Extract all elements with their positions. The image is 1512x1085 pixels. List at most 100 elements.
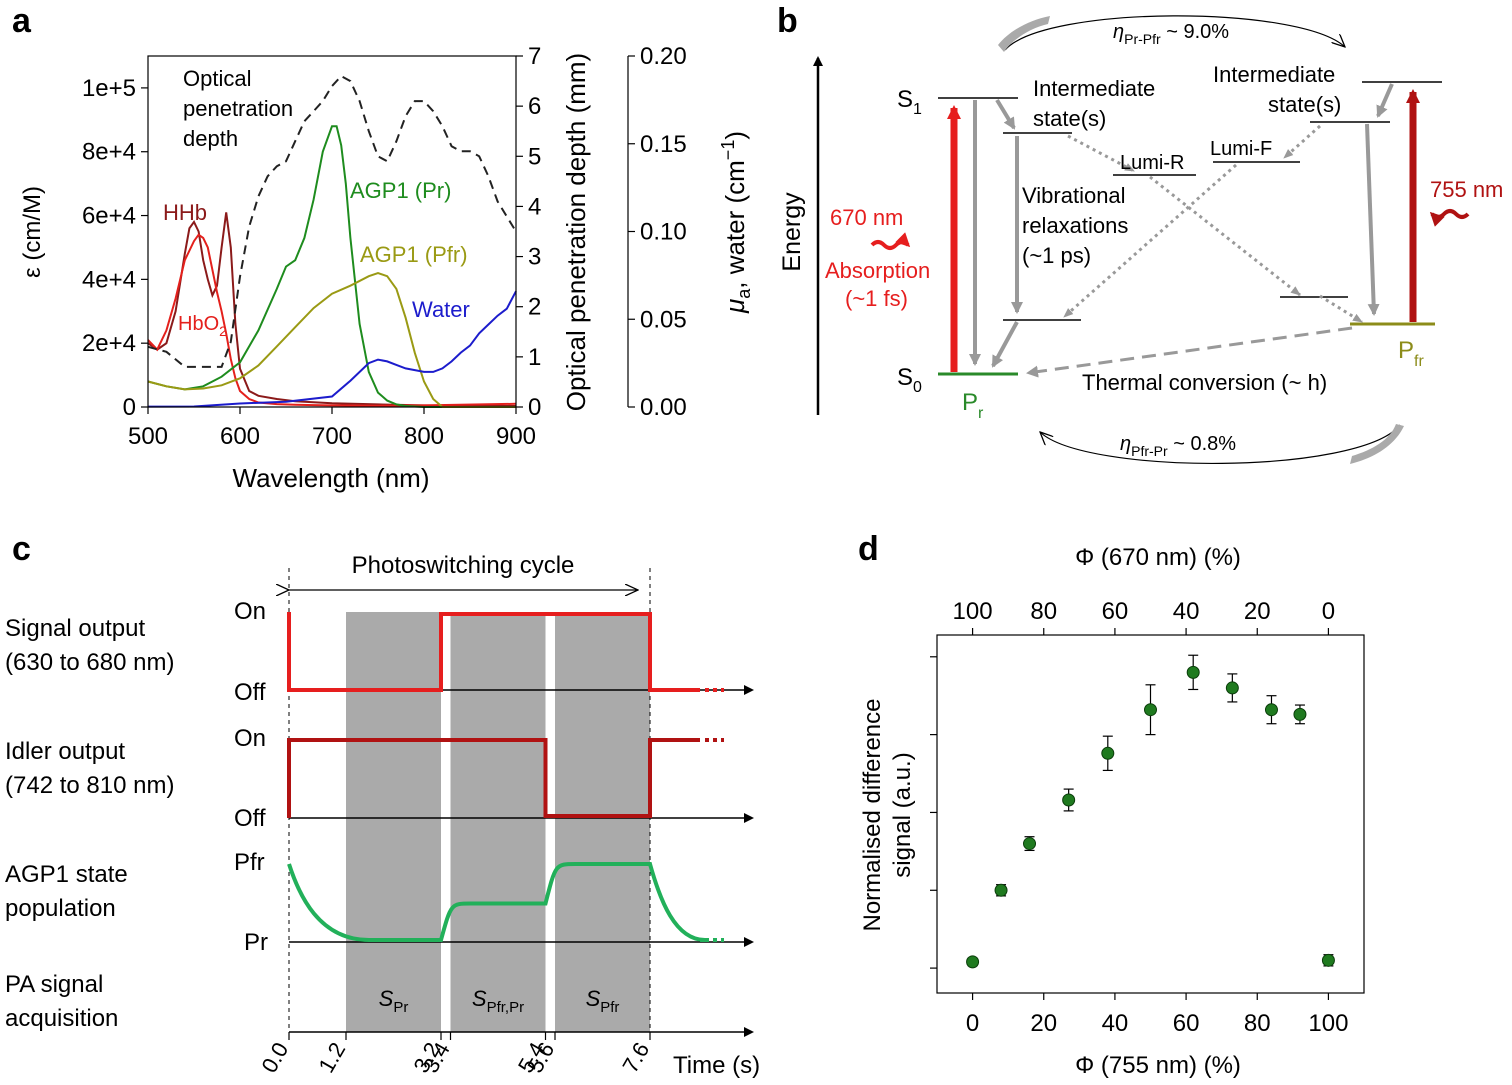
row-pa-2: acquisition [5, 1005, 118, 1032]
data-point-3 [1023, 837, 1037, 851]
y-left-tick-label: 0 [123, 394, 136, 421]
intermediate-left-1: Intermediate [1033, 76, 1155, 101]
y-left-tick-label: 6e+4 [82, 203, 136, 230]
y-left-tick-label: 2e+4 [82, 330, 136, 357]
y-right1-tick-label: 7 [528, 43, 541, 70]
panel-d-frame [936, 634, 1365, 994]
x-tick-label: 800 [404, 423, 444, 450]
state-pfr-label: Pfr [234, 849, 265, 876]
panel-a-y-right2-ticks: 0.00 0.05 0.10 0.15 0.20 [628, 43, 687, 421]
photon-670-icon [870, 232, 911, 250]
panel-a-y-left-ticks: 0 2e+4 4e+4 6e+4 8e+4 1e+5 [82, 75, 148, 421]
panel-d-xlabel-top: Φ (670 nm) (%) [1075, 544, 1241, 571]
y-right1-tick-label: 6 [528, 93, 541, 120]
data-point-10 [1293, 707, 1307, 721]
panel-label-c: c [12, 530, 31, 568]
panel-label-a: a [12, 2, 32, 40]
x-top-tick-label: 20 [1244, 598, 1271, 625]
row-pa-1: PA signal [5, 971, 103, 998]
idler-on-label: On [234, 725, 266, 752]
panel-d-points [966, 654, 1335, 969]
wl-755-label: 755 nm [1430, 177, 1503, 202]
data-point-6 [1144, 703, 1157, 717]
intermediate-right-1: Intermediate [1213, 62, 1335, 87]
row-idler-2: (742 to 810 nm) [5, 772, 174, 799]
x-tick-label: 500 [128, 423, 168, 450]
label-optical-1: Optical [183, 66, 251, 91]
state-pr-label: Pr [244, 929, 268, 956]
panel-a-xlabel: Wavelength (nm) [233, 463, 430, 493]
y-left-tick-label: 1e+5 [82, 75, 136, 102]
pr-label: Pr [962, 389, 984, 422]
panel-a-ylabel-right2: μa, water (cm−1) [718, 131, 754, 314]
x-tick-label: 600 [220, 423, 260, 450]
time-tick-label: 0.0 [256, 1038, 293, 1077]
row-idler-1: Idler output [5, 738, 125, 765]
time-ticks: 0.0 1.2 3.23.4 5.45.6 7.6 [256, 1032, 654, 1077]
time-tick-label: 7.6 [617, 1038, 654, 1077]
y-right2-tick-label: 0.20 [640, 43, 687, 70]
label-agp1-pr: AGP1 (Pr) [350, 178, 451, 203]
vib-label-1: Vibrational [1022, 183, 1126, 208]
x-top-tick-label: 60 [1102, 598, 1129, 625]
data-point-1 [966, 955, 980, 969]
dotted-to-lumi-r [1067, 134, 1135, 173]
series-line-optical-penetration-depth [147, 74, 517, 368]
absorption-label-2: (~1 fs) [845, 286, 908, 311]
data-point-5 [1101, 746, 1115, 760]
panel-d: d 0 20 40 60 80 100 100 80 60 40 20 0 Φ (670 nm) (%… [858, 530, 1365, 1079]
wl-670-label: 670 nm [830, 205, 903, 230]
dotted-lumi-r-down [1149, 175, 1301, 297]
time-label: Time (s) [673, 1052, 760, 1079]
y-right2-tick-label: 0.10 [640, 219, 687, 246]
y-left-tick-label: 4e+4 [82, 266, 136, 293]
data-point-2 [994, 883, 1008, 897]
acq-window-label-3: SPfr [586, 986, 620, 1016]
row-signal-2: (630 to 680 nm) [5, 649, 174, 676]
pfr-label: Pfr [1398, 337, 1424, 370]
panel-d-xlabel: Φ (755 nm) (%) [1075, 1052, 1241, 1079]
lumi-f-label: Lumi-F [1210, 138, 1272, 160]
series-line-water [147, 290, 517, 408]
label-water: Water [412, 297, 470, 322]
panel-a-y-right1-ticks: 0 1 2 3 4 5 6 7 [516, 43, 541, 421]
thermal-conversion-arrow [1026, 326, 1353, 378]
panel-a-ylabel-left: ε (cm/M) [19, 186, 46, 278]
label-optical-3: depth [183, 126, 238, 151]
y-right2-tick-label: 0.00 [640, 394, 687, 421]
x-tick-label: 900 [496, 423, 536, 450]
panel-d-ticks: 0 20 40 60 80 100 100 80 60 40 20 0 [930, 598, 1348, 1037]
time-tick-label: 1.2 [313, 1038, 350, 1077]
panel-label-d: d [858, 530, 879, 568]
data-point-8 [1225, 681, 1239, 695]
arrow-s1-to-intermediate [995, 98, 1016, 130]
y-right1-tick-label: 1 [528, 344, 541, 371]
x-top-tick-label: 40 [1173, 598, 1200, 625]
lumi-r-label: Lumi-R [1120, 152, 1184, 174]
eta-top-arc-fill [998, 16, 1050, 52]
y-right1-tick-label: 3 [528, 244, 541, 271]
eta-bottom-label: ηPfr-Pr ~ 0.8% [1120, 433, 1236, 459]
x-tick-label: 700 [312, 423, 352, 450]
y-right2-tick-label: 0.05 [640, 306, 687, 333]
signal-off-label: Off [234, 679, 266, 706]
label-agp1-pfr: AGP1 (Pfr) [360, 242, 468, 267]
idler-trace [287, 738, 700, 818]
arrow-intermediate-r-down [1365, 123, 1380, 316]
series-line-agp1-pr- [147, 125, 516, 408]
data-point-11 [1321, 953, 1335, 967]
panel-d-ylabel-1: Normalised difference [859, 698, 886, 931]
row-signal-1: Signal output [5, 615, 145, 642]
y-right1-tick-label: 5 [528, 143, 541, 170]
x-tick-label: 80 [1244, 1010, 1271, 1037]
panel-c: c SPr SPfr,Pr SPfr 0.0 1.2 3.23.4 5.45.6 7.6 P… [5, 530, 760, 1079]
s0-label: S0 [897, 364, 922, 396]
dotted-to-lumi-f [1283, 124, 1321, 160]
x-top-tick-label: 100 [953, 598, 993, 625]
acq-window-3 [555, 612, 650, 1032]
x-top-tick-label: 0 [1322, 598, 1335, 625]
data-point-7 [1186, 665, 1200, 679]
y-right1-tick-label: 4 [528, 193, 541, 220]
panel-b: b Energy S1 S0 Pr Pfr [777, 2, 1503, 465]
eta-bottom-arc-fill [1350, 424, 1404, 464]
